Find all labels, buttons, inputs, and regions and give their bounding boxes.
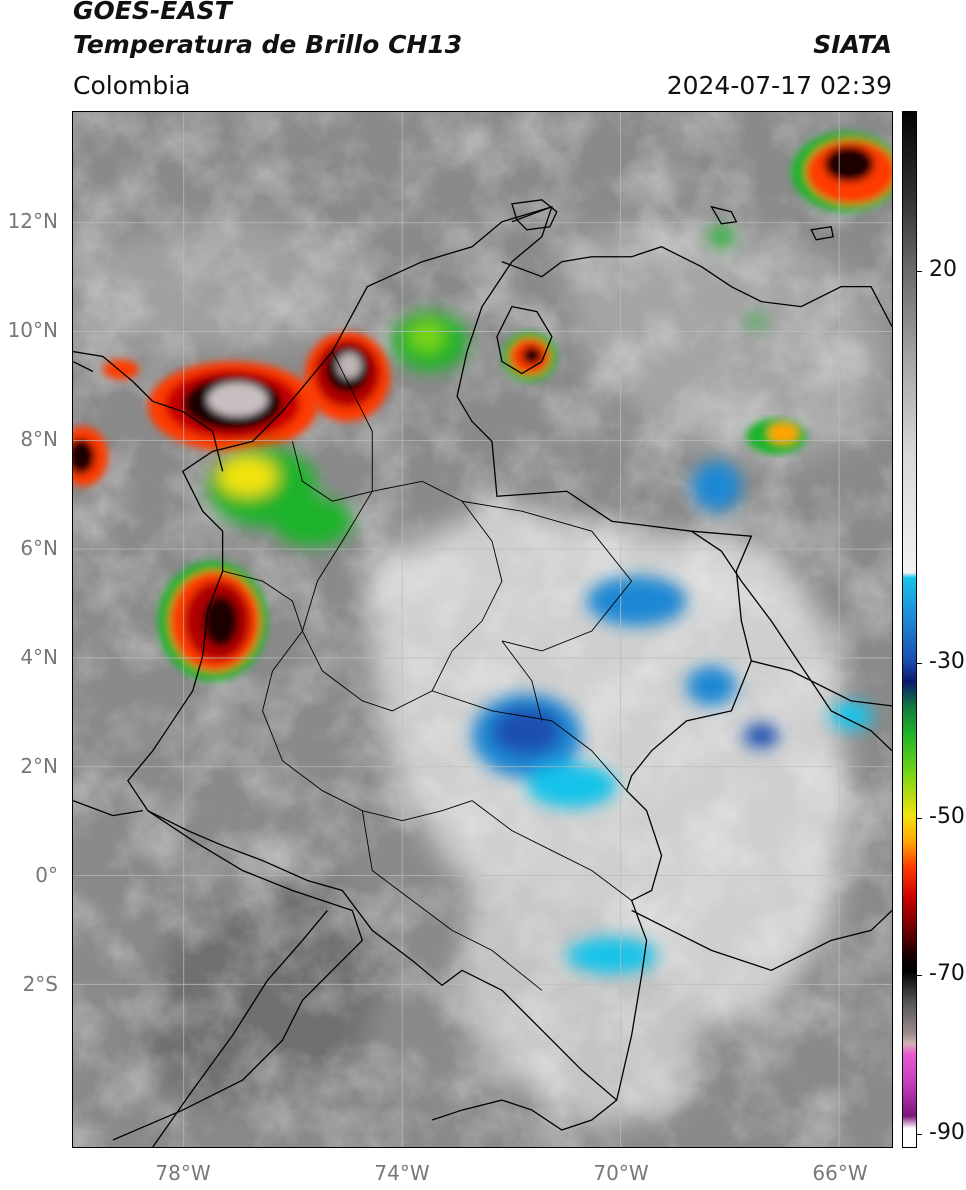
product-title: Temperatura de Brillo CH13 [73,30,463,59]
organization-label: SIATA [813,30,892,59]
colorbar-label-minus-90: -90 [929,1120,965,1145]
region-subtitle: Colombia [73,71,191,100]
latitude-label-10n: 10°N [7,318,58,342]
graticule [73,112,892,1147]
longitude-label-74w: 74°W [374,1161,430,1185]
political-borders [73,199,892,1147]
latitude-label-12n: 12°N [7,209,58,233]
longitude-label-66w: 66°W [812,1161,868,1185]
timestamp-label: 2024-07-17 02:39 [666,71,892,100]
colorbar-label-minus-70: -70 [929,961,965,986]
colorbar-tick [917,1134,922,1135]
temperature-colorbar [902,111,917,1148]
longitude-label-70w: 70°W [593,1161,649,1185]
colorbar-tick [917,663,922,664]
latitude-label-8n: 8°N [20,427,58,451]
colorbar-tick [917,271,922,272]
colorbar-tick [917,818,922,819]
latitude-label-0: 0° [35,863,58,887]
latitude-label-4n: 4°N [20,645,58,669]
colorbar-label-minus-50: -50 [929,804,965,829]
satellite-title: GOES-EAST [73,0,232,25]
longitude-label-78w: 78°W [155,1161,211,1185]
colorbar-label-minus-30: -30 [929,649,965,674]
satellite-map [72,111,893,1148]
colorbar-label-20: 20 [929,257,957,282]
latitude-label-6n: 6°N [20,536,58,560]
latitude-label-2n: 2°N [20,754,58,778]
latitude-label-2s: 2°S [22,972,58,996]
colorbar-tick [917,975,922,976]
